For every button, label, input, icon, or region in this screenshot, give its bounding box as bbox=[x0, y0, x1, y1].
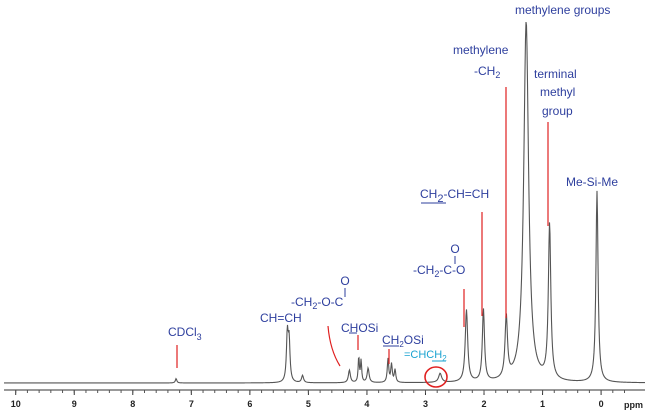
annotation-methylene-ch2: -CH2 bbox=[474, 64, 500, 80]
x-tick-label: 10 bbox=[11, 399, 21, 409]
x-tick-label: 7 bbox=[189, 399, 194, 409]
axis-unit-label: ppm bbox=[624, 400, 643, 410]
marker-ester bbox=[327, 325, 341, 367]
x-tick-label: 3 bbox=[423, 399, 428, 409]
annotation-chch: CH=CH bbox=[260, 311, 302, 325]
x-tick-label: 0 bbox=[599, 399, 604, 409]
x-tick-label: 5 bbox=[306, 399, 311, 409]
peak-markers bbox=[176, 87, 549, 388]
annotation-ch2chch: CH2-CH=CH bbox=[420, 187, 489, 205]
annotation-ester: -CH2-O-C bbox=[291, 295, 344, 311]
annotation-methylene-groups: methylene groups bbox=[515, 3, 610, 17]
annotation-acyl: -CH2-C-O bbox=[413, 263, 465, 279]
annotation-terminal: terminal bbox=[534, 67, 577, 81]
tick-labels: 10 9 8 7 6 5 4 3 2 1 0 bbox=[11, 399, 604, 409]
annotation-allyl: =CHCH2 bbox=[404, 349, 447, 363]
x-tick-label: 6 bbox=[247, 399, 252, 409]
annotation-mesime: Me-Si-Me bbox=[566, 175, 618, 189]
x-axis-ticks bbox=[15, 390, 626, 395]
annotation-ch2osi: CH2OSi bbox=[382, 333, 424, 349]
annotation-chosi: CHOSi bbox=[341, 321, 378, 335]
annotation-ester-o: O bbox=[340, 274, 349, 288]
x-tick-label: 8 bbox=[130, 399, 135, 409]
x-tick-label: 2 bbox=[482, 399, 487, 409]
marker-allyl-circle bbox=[424, 366, 448, 388]
x-tick-label: 9 bbox=[72, 399, 77, 409]
annotation-acyl-o: O bbox=[450, 242, 459, 256]
annotation-group: group bbox=[542, 104, 573, 118]
x-tick-label: 4 bbox=[364, 399, 369, 409]
x-tick-label: 1 bbox=[540, 399, 545, 409]
annotation-cdcl3: CDCl3 bbox=[168, 325, 202, 342]
annotation-methylene: methylene bbox=[453, 43, 509, 57]
spectrum-trace bbox=[4, 21, 646, 384]
annotation-methyl: methyl bbox=[540, 85, 575, 99]
